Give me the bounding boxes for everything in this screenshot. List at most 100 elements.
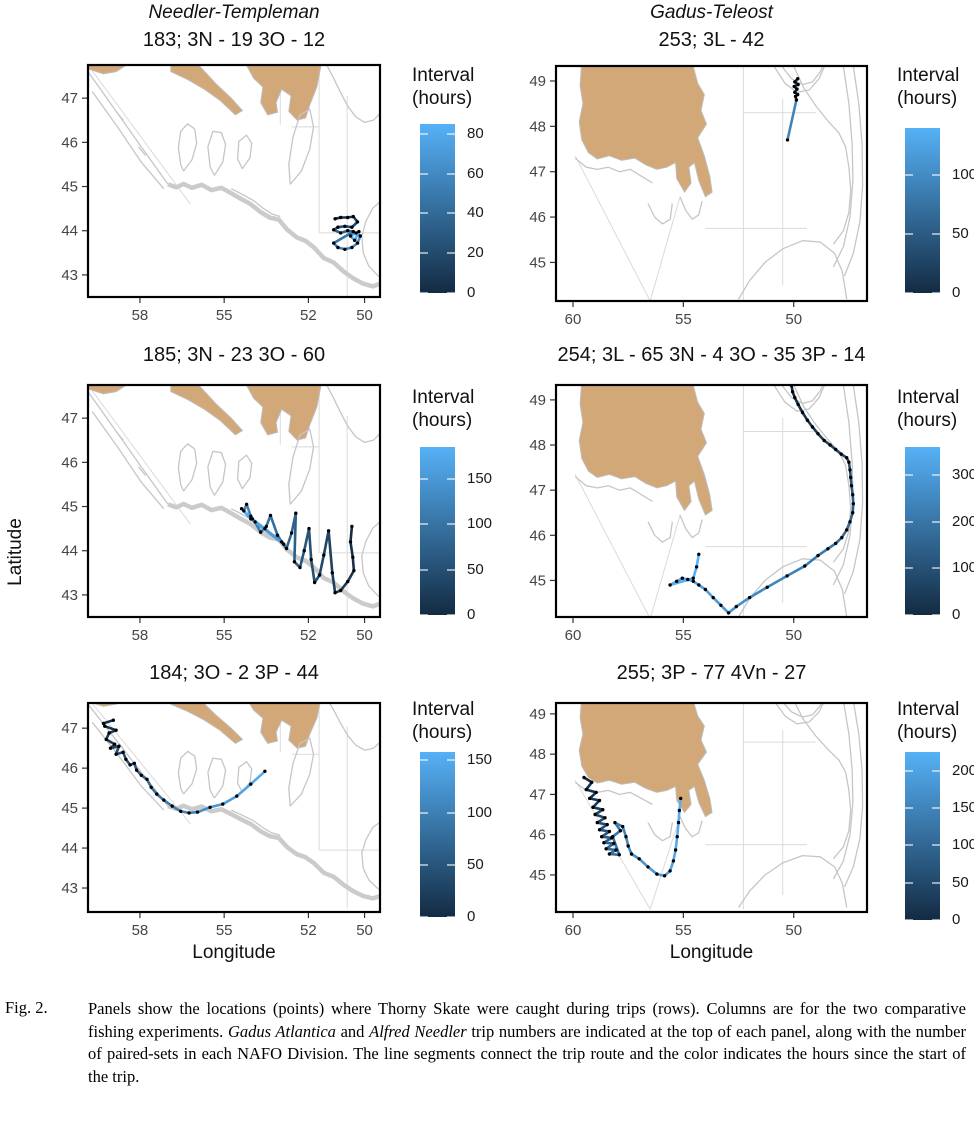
map-svg: 58 55 52 50 47 46 45 44 43 (61, 63, 382, 324)
bathymetry-contour (737, 240, 848, 300)
map-border (86, 383, 382, 619)
x-tick-label: 60 (565, 627, 582, 644)
x-tick-label: 52 (300, 922, 317, 939)
x-tick-label: 55 (675, 627, 692, 644)
caption-tag: Fig. 2. (5, 998, 48, 1017)
bathymetry-contour (236, 761, 253, 793)
bathymetry-contour (793, 385, 852, 563)
legend-tick-mark (447, 477, 455, 480)
bathymetry-contour (230, 188, 281, 218)
legend-tick-mark (905, 919, 913, 921)
legend-tick-mark (447, 614, 455, 616)
bathymetry-contour (679, 816, 703, 838)
legend-185: Interval (hours) 150 100 50 0 (412, 386, 530, 636)
legend-tick-label: 100 (952, 166, 974, 184)
y-tick-label: 43 (61, 880, 78, 897)
legend-tick-label: 200 (952, 512, 974, 530)
x-tick-label: 50 (785, 311, 802, 328)
legend-tick-mark (447, 811, 455, 814)
bathymetry-contour (781, 385, 824, 405)
legend-tick-label: 300 (952, 466, 974, 483)
legend-tick-mark (905, 520, 913, 523)
y-tick-label: 46 (61, 454, 78, 471)
y-tick-label: 48 (529, 437, 546, 454)
legend-tick-mark (905, 474, 913, 476)
legend-tick-mark (932, 919, 940, 921)
y-tick-label: 46 (529, 527, 546, 544)
y-tick-label: 46 (61, 134, 78, 151)
x-axis-title-longitude-left: Longitude (192, 942, 276, 963)
legend-tick-label: 100 (467, 803, 493, 821)
map-panel-185: 58 55 52 50 47 46 45 44 43 (48, 383, 392, 668)
y-tick-label: 47 (529, 164, 546, 181)
x-axis-title-longitude-right: Longitude (669, 942, 754, 963)
land-polygon (578, 703, 713, 818)
land-polygon (170, 385, 244, 436)
legend-tick-mark (905, 614, 913, 616)
y-tick-label: 46 (529, 209, 546, 226)
bathymetry-contour (647, 822, 673, 842)
map-svg: 60 55 50 49 48 47 46 45 (529, 64, 869, 328)
nafo-grid-line (88, 65, 191, 205)
map-svg: 60 55 50 49 48 47 46 45 (529, 701, 869, 939)
bathymetry-contour (843, 66, 864, 277)
bathymetry-contour (88, 703, 169, 807)
column-header-gadus-teleost: Gadus-Teleost (650, 2, 773, 23)
legend-tick-mark (447, 916, 455, 918)
y-tick-label: 49 (529, 392, 546, 409)
x-tick-label: 55 (675, 922, 692, 939)
land-polygon (170, 703, 244, 745)
legend-tick-mark (905, 292, 913, 294)
nafo-grid-line (91, 703, 191, 825)
x-tick-label: 60 (565, 922, 582, 939)
bathymetry-contour (115, 430, 124, 441)
y-tick-label: 47 (529, 482, 546, 499)
panel-title-185: 185; 3N - 23 3O - 60 (142, 344, 326, 366)
bathymetry-contour (774, 703, 825, 725)
map-panel-254: 60 55 50 49 48 47 46 45 (516, 383, 879, 668)
legend-tick-mark (905, 881, 913, 884)
y-tick-label: 43 (61, 587, 78, 604)
bathymetry-contour (574, 157, 653, 184)
map-svg: 58 55 52 50 47 46 45 44 43 (61, 383, 382, 644)
land-polygon (578, 385, 713, 516)
legend-title: Interval (hours) (897, 699, 960, 743)
legend-tick-mark (932, 807, 940, 809)
nafo-grid-line (574, 474, 650, 617)
legend-tick-label: 0 (467, 606, 476, 623)
bathymetry-contour (115, 110, 124, 121)
map-border (554, 383, 869, 619)
y-tick-label: 45 (61, 179, 78, 196)
bathymetry-contour (793, 66, 852, 245)
map-panel-253: 60 55 50 49 48 47 46 45 (516, 64, 879, 352)
bathymetry-contour (91, 721, 165, 811)
legend-tick-mark (420, 614, 428, 616)
y-tick-label: 46 (529, 827, 546, 844)
x-tick-label: 52 (300, 627, 317, 644)
bathymetry-contour (782, 703, 823, 718)
bathymetry-contour (88, 71, 169, 185)
nafo-grid-line (88, 385, 191, 525)
bathymetry-contour (679, 196, 703, 220)
legend-tick-label: 50 (952, 225, 969, 243)
legend-tick-label: 100 (952, 836, 974, 854)
legend-255: Interval (hours) 200 150 100 50 0 (897, 698, 974, 948)
y-tick-label: 44 (61, 543, 78, 560)
legend-title: Interval (hours) (412, 699, 475, 743)
bathymetry-contour (773, 385, 826, 412)
legend-tick-mark (420, 568, 428, 571)
legend-tick-mark (447, 132, 455, 135)
legend-tick-label: 0 (952, 911, 961, 928)
bathymetry-contour (647, 203, 673, 225)
x-tick-label: 58 (132, 922, 149, 939)
map-panel-184: 58 55 52 50 47 46 45 44 43 (48, 701, 392, 963)
legend-tick-mark (932, 614, 940, 616)
coastline-band (167, 501, 380, 609)
x-tick-label: 55 (216, 922, 233, 939)
map-border (554, 701, 869, 914)
y-tick-label: 45 (529, 254, 546, 271)
x-tick-label: 50 (356, 307, 373, 324)
bathymetry-contour (91, 411, 165, 510)
x-tick-label: 55 (216, 627, 233, 644)
bathymetry-contour (288, 428, 315, 505)
